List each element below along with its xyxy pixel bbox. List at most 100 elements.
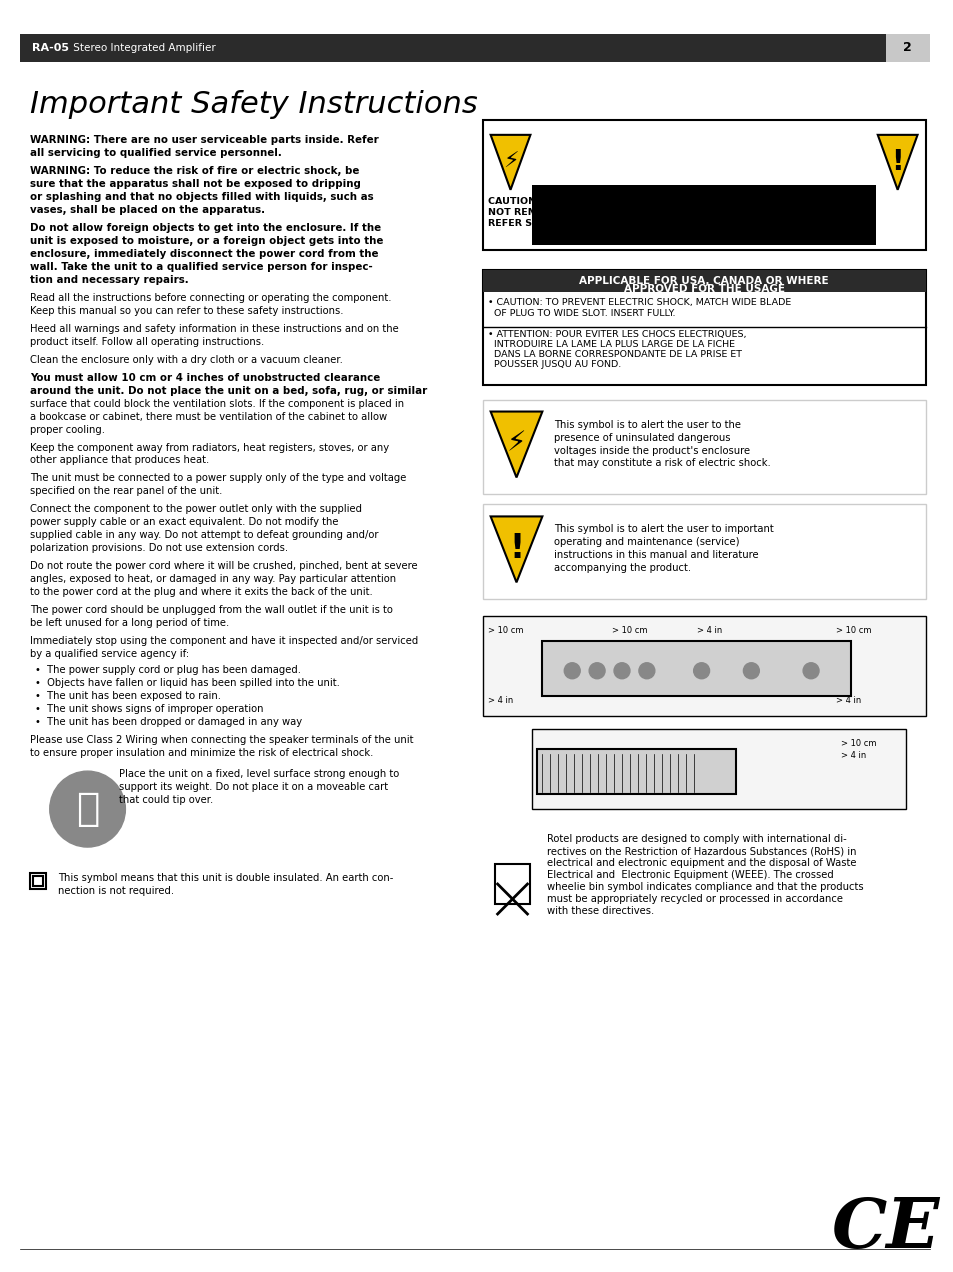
Text: support its weight. Do not place it on a moveable cart: support its weight. Do not place it on a… xyxy=(119,782,388,792)
Text: to the power cord at the plug and where it exits the back of the unit.: to the power cord at the plug and where … xyxy=(30,588,373,598)
FancyBboxPatch shape xyxy=(482,120,924,249)
Text: supplied cable in any way. Do not attempt to defeat grounding and/or: supplied cable in any way. Do not attemp… xyxy=(30,530,378,541)
Circle shape xyxy=(639,663,654,679)
Text: that may constitute a risk of electric shock.: that may constitute a risk of electric s… xyxy=(554,458,770,468)
FancyBboxPatch shape xyxy=(482,270,924,291)
Text: that could tip over.: that could tip over. xyxy=(119,795,213,805)
Text: 🚫: 🚫 xyxy=(76,790,99,828)
Text: product itself. Follow all operating instructions.: product itself. Follow all operating ins… xyxy=(30,337,264,347)
Text: DANS LA BORNE CORRESPONDANTE DE LA PRISE ET: DANS LA BORNE CORRESPONDANTE DE LA PRISE… xyxy=(487,350,740,359)
Text: This symbol means that this unit is double insulated. An earth con-: This symbol means that this unit is doub… xyxy=(58,873,393,883)
Text: WARNING: There are no user serviceable parts inside. Refer: WARNING: There are no user serviceable p… xyxy=(30,135,378,145)
Text: Please use Class 2 Wiring when connecting the speaker terminals of the unit: Please use Class 2 Wiring when connectin… xyxy=(30,735,413,745)
FancyBboxPatch shape xyxy=(482,617,924,716)
FancyBboxPatch shape xyxy=(482,270,924,384)
FancyBboxPatch shape xyxy=(482,505,924,599)
Text: presence of uninsulated dangerous: presence of uninsulated dangerous xyxy=(554,432,730,443)
Text: Immediately stop using the component and have it inspected and/or serviced: Immediately stop using the component and… xyxy=(30,636,417,646)
Polygon shape xyxy=(877,135,917,190)
Text: APPLICABLE FOR USA, CANADA OR WHERE: APPLICABLE FOR USA, CANADA OR WHERE xyxy=(578,276,828,286)
Text: •  The unit has been exposed to rain.: • The unit has been exposed to rain. xyxy=(35,691,220,701)
Circle shape xyxy=(742,663,759,679)
FancyBboxPatch shape xyxy=(482,399,924,495)
Text: Do not allow foreign objects to get into the enclosure. If the: Do not allow foreign objects to get into… xyxy=(30,223,380,233)
FancyBboxPatch shape xyxy=(532,184,875,244)
FancyBboxPatch shape xyxy=(537,749,736,794)
Text: OF PLUG TO WIDE SLOT. INSERT FULLY.: OF PLUG TO WIDE SLOT. INSERT FULLY. xyxy=(487,309,675,318)
Text: •  Objects have fallen or liquid has been spilled into the unit.: • Objects have fallen or liquid has been… xyxy=(35,678,339,688)
Text: Keep the component away from radiators, heat registers, stoves, or any: Keep the component away from radiators, … xyxy=(30,443,389,453)
Text: with these directives.: with these directives. xyxy=(547,906,654,916)
Circle shape xyxy=(614,663,629,679)
Text: operating and maintenance (service): operating and maintenance (service) xyxy=(554,537,739,547)
Polygon shape xyxy=(490,516,542,583)
Text: power supply cable or an exact equivalent. Do not modify the: power supply cable or an exact equivalen… xyxy=(30,518,338,528)
Text: enclosure, immediately disconnect the power cord from the: enclosure, immediately disconnect the po… xyxy=(30,249,378,258)
Text: POUSSER JUSQU AU FOND.: POUSSER JUSQU AU FOND. xyxy=(487,360,620,369)
Text: Electrical and  Electronic Equipment (WEEE). The crossed: Electrical and Electronic Equipment (WEE… xyxy=(547,870,833,880)
Polygon shape xyxy=(490,412,542,477)
Text: > 10 cm: > 10 cm xyxy=(612,626,647,635)
FancyBboxPatch shape xyxy=(20,34,928,62)
Text: DO NOT OPEN: DO NOT OPEN xyxy=(657,168,750,182)
Text: Read all the instructions before connecting or operating the component.: Read all the instructions before connect… xyxy=(30,293,391,303)
Polygon shape xyxy=(490,135,530,190)
Text: Do not route the power cord where it will be crushed, pinched, bent at severe: Do not route the power cord where it wil… xyxy=(30,561,417,571)
Text: The unit must be connected to a power supply only of the type and voltage: The unit must be connected to a power su… xyxy=(30,473,406,483)
Text: INTRODUIRE LA LAME LA PLUS LARGE DE LA FICHE: INTRODUIRE LA LAME LA PLUS LARGE DE LA F… xyxy=(487,340,734,349)
Text: tion and necessary repairs.: tion and necessary repairs. xyxy=(30,275,189,285)
Text: around the unit. Do not place the unit on a bed, sofa, rug, or similar: around the unit. Do not place the unit o… xyxy=(30,385,427,396)
Text: > 10 cm: > 10 cm xyxy=(840,739,876,748)
Text: CAUTION: CAUTION xyxy=(640,132,766,156)
Text: angles, exposed to heat, or damaged in any way. Pay particular attention: angles, exposed to heat, or damaged in a… xyxy=(30,575,395,584)
Text: ⚡: ⚡ xyxy=(506,430,526,458)
Text: > 4 in: > 4 in xyxy=(696,626,721,635)
Text: must be appropriately recycled or processed in accordance: must be appropriately recycled or proces… xyxy=(547,894,842,904)
Text: wheelie bin symbol indicates compliance and that the products: wheelie bin symbol indicates compliance … xyxy=(547,881,863,892)
Text: be left unused for a long period of time.: be left unused for a long period of time… xyxy=(30,618,229,628)
Text: other appliance that produces heat.: other appliance that produces heat. xyxy=(30,455,209,466)
Text: This symbol is to alert the user to the: This symbol is to alert the user to the xyxy=(554,420,740,430)
Text: rectives on the Restriction of Hazardous Substances (RoHS) in: rectives on the Restriction of Hazardous… xyxy=(547,846,856,856)
Text: •  The unit shows signs of improper operation: • The unit shows signs of improper opera… xyxy=(35,705,263,714)
Text: !: ! xyxy=(508,532,523,565)
Text: voltages inside the product's enclosure: voltages inside the product's enclosure xyxy=(554,445,750,455)
Circle shape xyxy=(802,663,819,679)
Bar xyxy=(30,873,46,889)
Text: • CAUTION: TO PREVENT ELECTRIC SHOCK, MATCH WIDE BLADE: • CAUTION: TO PREVENT ELECTRIC SHOCK, MA… xyxy=(487,298,790,307)
Text: You must allow 10 cm or 4 inches of unobstructed clearance: You must allow 10 cm or 4 inches of unob… xyxy=(30,373,379,383)
Text: > 10 cm: > 10 cm xyxy=(487,626,522,635)
Text: Place the unit on a fixed, level surface strong enough to: Place the unit on a fixed, level surface… xyxy=(119,770,399,780)
Text: > 4 in: > 4 in xyxy=(835,696,861,705)
Text: This symbol is to alert the user to important: This symbol is to alert the user to impo… xyxy=(554,524,773,534)
Text: specified on the rear panel of the unit.: specified on the rear panel of the unit. xyxy=(30,486,222,496)
Text: NOT REMOVE COVER. NO USER-SERVICEABLE PARTS INSIDE: NOT REMOVE COVER. NO USER-SERVICEABLE PA… xyxy=(487,207,804,216)
Text: instructions in this manual and literature: instructions in this manual and literatu… xyxy=(554,551,759,561)
Text: The power cord should be unplugged from the wall outlet if the unit is to: The power cord should be unplugged from … xyxy=(30,605,393,616)
Text: sure that the apparatus shall not be exposed to dripping: sure that the apparatus shall not be exp… xyxy=(30,179,360,188)
Text: Rotel products are designed to comply with international di-: Rotel products are designed to comply wi… xyxy=(547,834,846,845)
Text: RA-05: RA-05 xyxy=(31,43,69,53)
Bar xyxy=(32,876,43,887)
Text: proper cooling.: proper cooling. xyxy=(30,425,105,435)
Text: > 4 in: > 4 in xyxy=(487,696,513,705)
Text: Connect the component to the power outlet only with the supplied: Connect the component to the power outle… xyxy=(30,505,361,514)
Text: by a qualified service agency if:: by a qualified service agency if: xyxy=(30,649,189,659)
Text: wall. Take the unit to a qualified service person for inspec-: wall. Take the unit to a qualified servi… xyxy=(30,262,372,272)
Text: APPROVED FOR THE USAGE: APPROVED FOR THE USAGE xyxy=(623,284,783,294)
FancyBboxPatch shape xyxy=(494,864,530,904)
Text: •  The unit has been dropped or damaged in any way: • The unit has been dropped or damaged i… xyxy=(35,717,302,728)
Text: accompanying the product.: accompanying the product. xyxy=(554,563,691,574)
Text: !: ! xyxy=(890,148,903,176)
Text: REFER SERVICING TO QUALIFIED SERVICE PERSONNEL.: REFER SERVICING TO QUALIFIED SERVICE PER… xyxy=(487,219,780,228)
Text: WARNING: To reduce the risk of fire or electric shock, be: WARNING: To reduce the risk of fire or e… xyxy=(30,165,359,176)
Text: CE: CE xyxy=(831,1194,939,1262)
FancyBboxPatch shape xyxy=(532,729,904,809)
Text: Heed all warnings and safety information in these instructions and on the: Heed all warnings and safety information… xyxy=(30,323,398,333)
Text: RISK OF ELECTRIC SHOCK: RISK OF ELECTRIC SHOCK xyxy=(618,156,788,169)
Text: • ATTENTION: POUR EVITER LES CHOCS ELECTRIQUES,: • ATTENTION: POUR EVITER LES CHOCS ELECT… xyxy=(487,329,745,338)
Text: nection is not required.: nection is not required. xyxy=(58,887,173,895)
Text: to ensure proper insulation and minimize the risk of electrical shock.: to ensure proper insulation and minimize… xyxy=(30,748,373,758)
Circle shape xyxy=(563,663,579,679)
Text: > 10 cm: > 10 cm xyxy=(835,626,870,635)
